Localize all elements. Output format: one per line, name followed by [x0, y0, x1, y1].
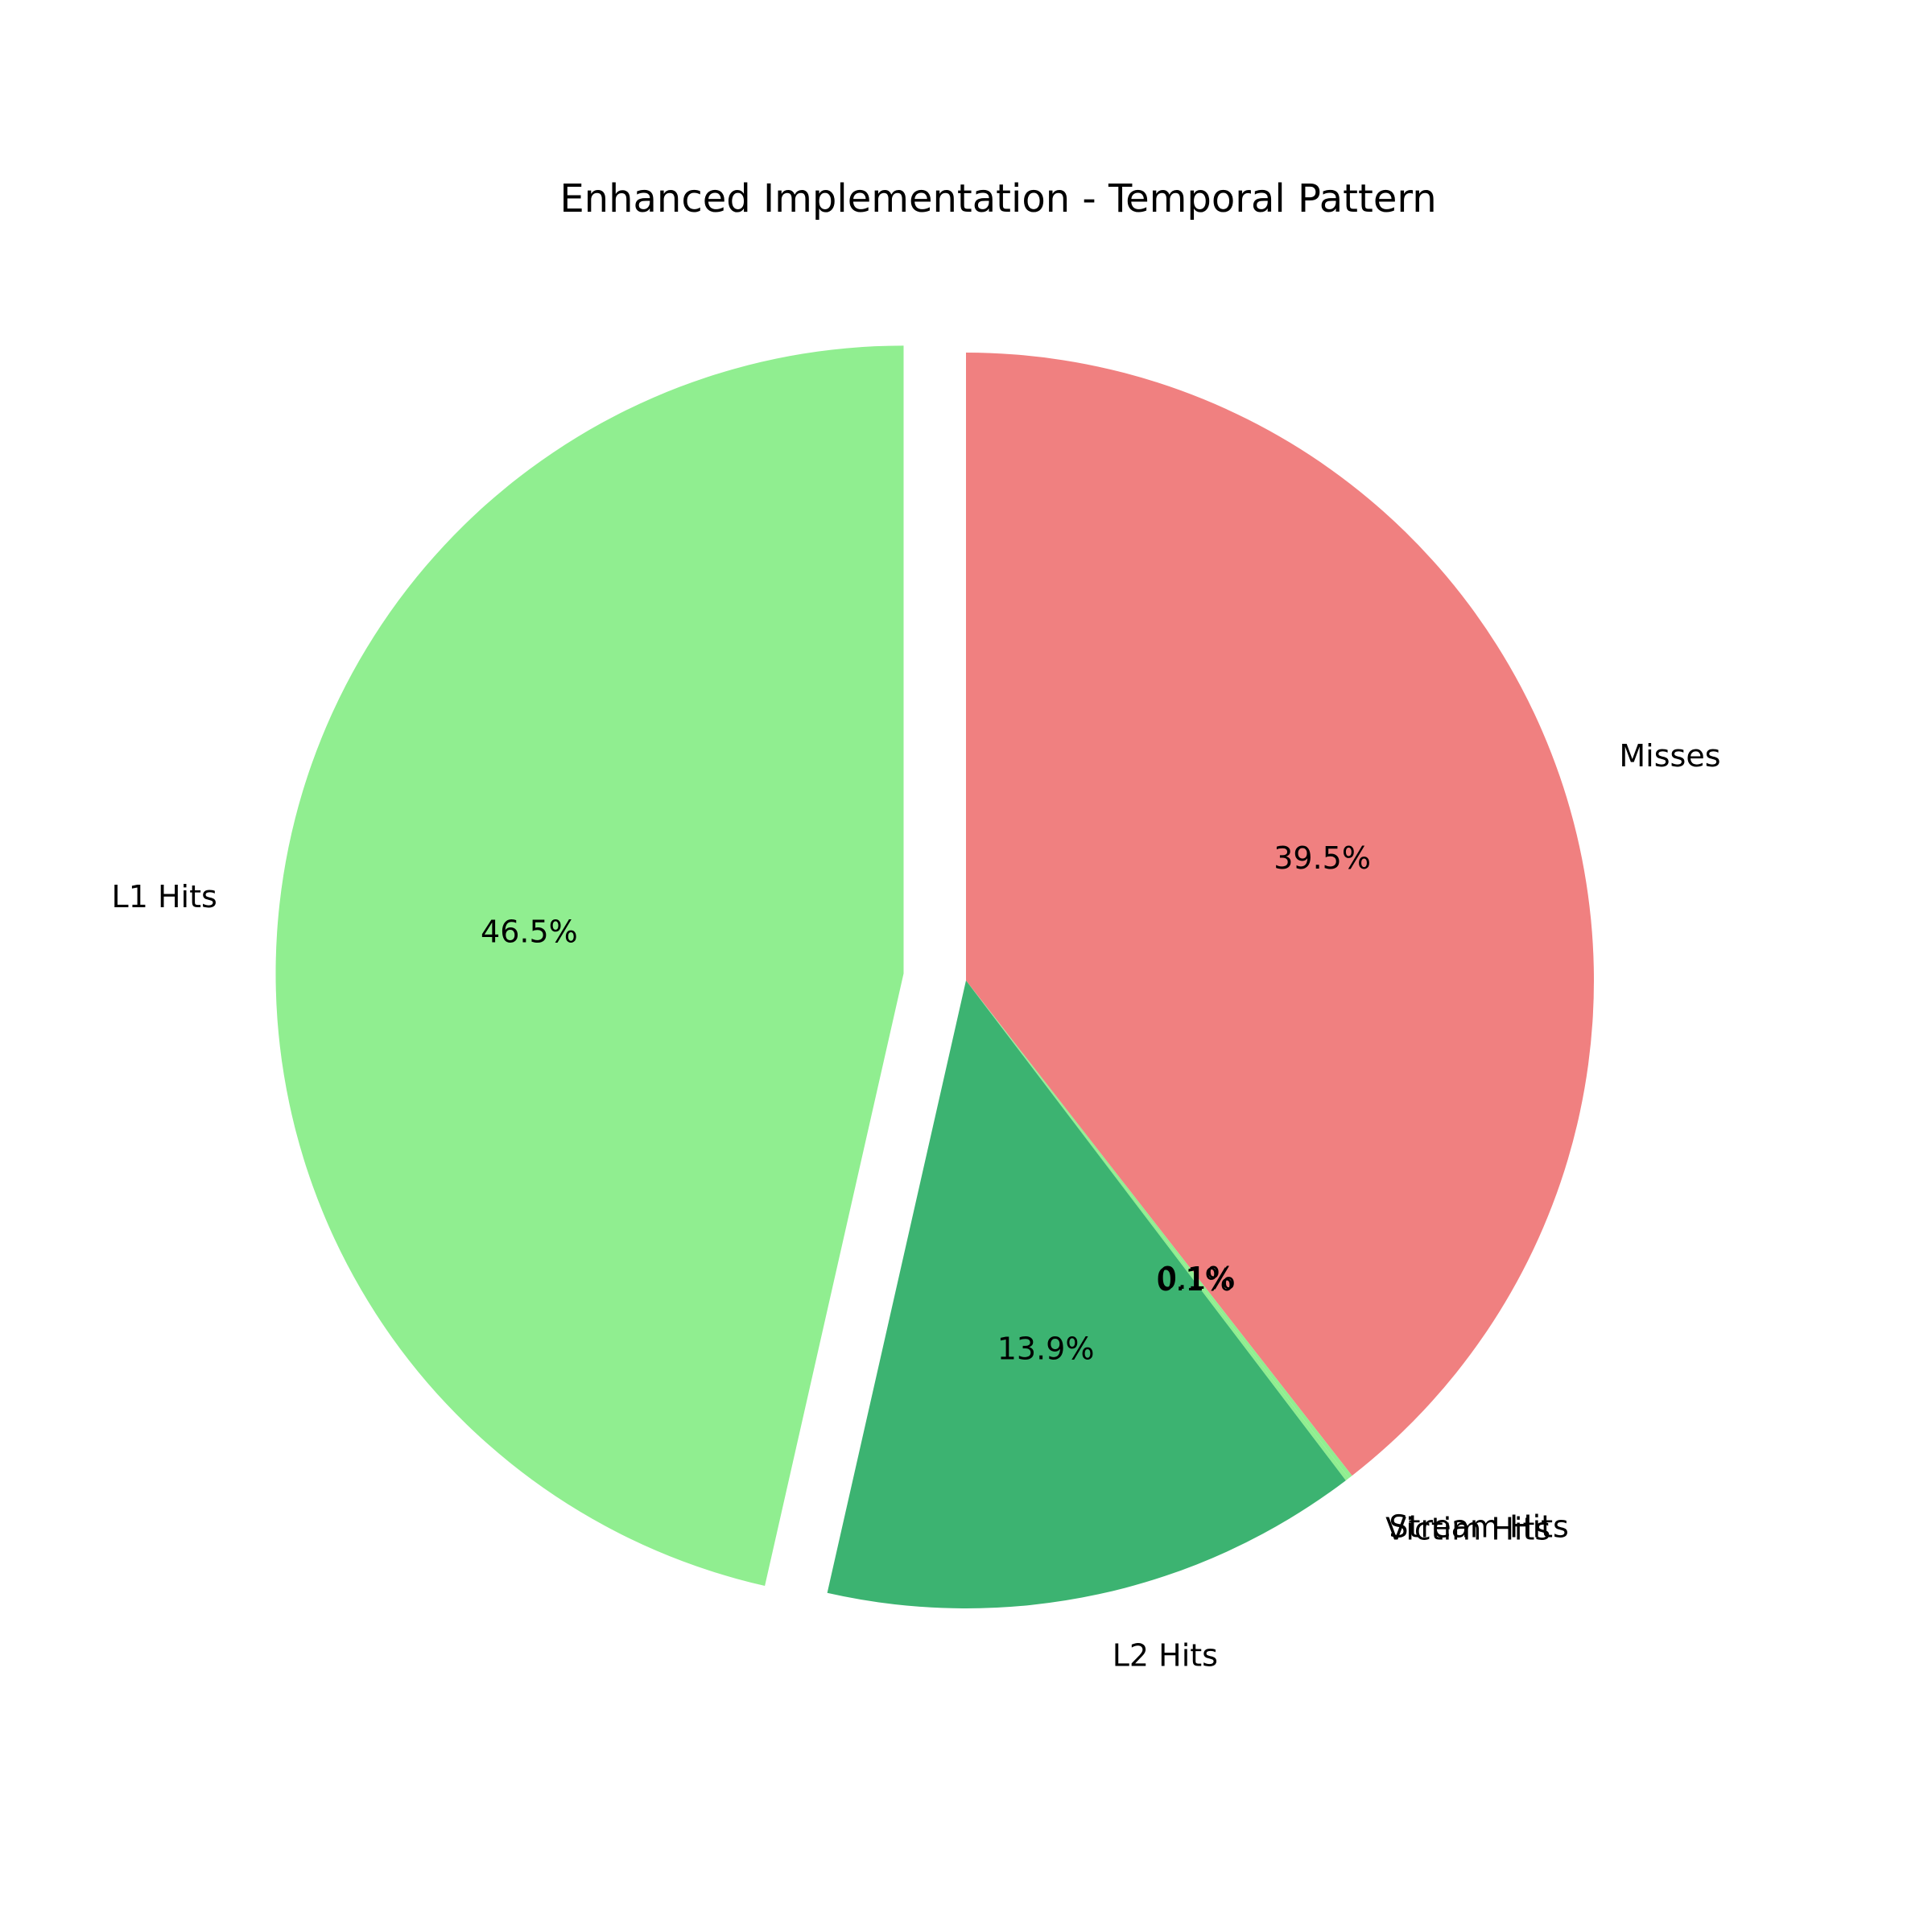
slice-label-misses: Misses	[1619, 738, 1720, 774]
slice-l2-hits	[827, 980, 1346, 1609]
pie-slices	[275, 345, 1594, 1609]
slice-victim-hits	[966, 980, 1349, 1481]
chart-title: Enhanced Implementation - Temporal Patte…	[559, 176, 1436, 221]
slice-percent-l2-hits: 13.9%	[997, 1331, 1095, 1366]
slice-percent-stream-hits: 0.1%	[1158, 1261, 1236, 1296]
slice-percent-victim-hits: 0.1%	[1156, 1262, 1234, 1298]
slice-label-stream-hits: Stream Hits	[1389, 1509, 1568, 1544]
slice-l1-hits	[275, 345, 904, 1587]
slice-stream-hits	[966, 980, 1352, 1479]
slice-label-l1-hits: L1 Hits	[112, 879, 217, 914]
slice-misses	[966, 353, 1594, 1476]
slice-percent-l1-hits: 46.5%	[481, 914, 578, 949]
slice-percent-misses: 39.5%	[1274, 840, 1371, 876]
slice-label-victim-hits: Victim Hits	[1385, 1512, 1550, 1547]
slice-label-l2-hits: L2 Hits	[1113, 1638, 1218, 1674]
